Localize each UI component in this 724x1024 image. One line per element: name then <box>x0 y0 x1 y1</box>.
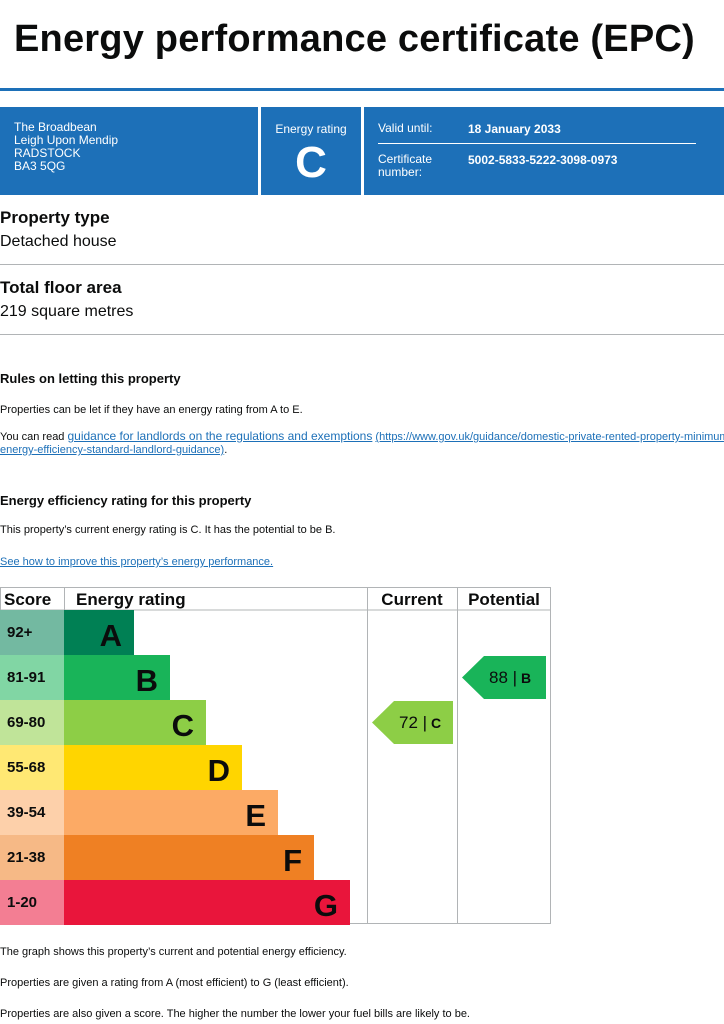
letting-rules-text: Properties can be let if they have an en… <box>0 404 303 416</box>
letting-rules-heading: Rules on letting this property <box>0 371 181 386</box>
efficiency-rating-heading: Energy efficiency rating for this proper… <box>0 493 252 508</box>
efficiency-rating-text: This property’s current energy rating is… <box>0 524 336 536</box>
property-address: The Broadbean Leigh Upon Mendip RADSTOCK… <box>14 121 254 173</box>
rating-band-d <box>64 745 242 790</box>
valid-until-label: Valid until: <box>378 121 433 135</box>
chart-note: Properties are also given a score. The h… <box>0 1008 470 1020</box>
chart-column-header: Energy rating <box>76 590 186 609</box>
improve-link-paragraph: See how to improve this property’s energ… <box>0 556 273 569</box>
certificate-number-value: 5002-5833-5222-3098-0973 <box>468 153 618 167</box>
rating-band-letter: D <box>208 753 230 788</box>
rating-band-letter: F <box>283 843 302 878</box>
rating-band-g <box>64 880 350 925</box>
improve-performance-link[interactable]: See how to improve this property’s energ… <box>0 556 274 568</box>
rating-band-b <box>64 655 170 700</box>
section-divider <box>0 264 724 265</box>
rating-band-letter: C <box>172 708 194 743</box>
banner-divider <box>361 107 364 195</box>
chart-column-header: Score <box>4 590 51 609</box>
score-cell <box>0 880 64 925</box>
chart-note: Properties are given a rating from A (mo… <box>0 977 349 989</box>
landlord-guidance-paragraph: You can read guidance for landlords on t… <box>0 430 724 457</box>
valid-until-value: 18 January 2033 <box>468 122 561 136</box>
score-label: 55-68 <box>7 759 45 776</box>
address-line: Leigh Upon Mendip <box>14 133 119 147</box>
property-type-value: Detached house <box>0 233 117 250</box>
score-label: 21-38 <box>7 849 45 866</box>
landlord-guidance-url-cont[interactable]: energy-efficiency-standard-landlord-guid… <box>0 444 225 456</box>
rating-band-letter: A <box>100 618 122 653</box>
energy-rating-letter: C <box>295 138 327 187</box>
rating-band-c <box>64 700 206 745</box>
address-line: The Broadbean <box>14 120 97 134</box>
potential-rating-arrow <box>462 656 546 699</box>
score-label: 69-80 <box>7 714 45 731</box>
score-label: 39-54 <box>7 804 46 821</box>
banner-row-divider <box>378 143 696 144</box>
potential-rating-label: 88 | B <box>489 668 531 687</box>
rating-band-letter: G <box>314 888 338 923</box>
landlord-guidance-link[interactable]: guidance for landlords on the regulation… <box>67 429 373 443</box>
score-cell <box>0 835 64 880</box>
score-cell <box>0 790 64 835</box>
rating-band-f <box>64 835 314 880</box>
chart-column-header: Potential <box>468 590 540 609</box>
rating-band-letter: E <box>245 798 266 833</box>
title-underline <box>0 88 724 91</box>
floor-area-heading: Total floor area <box>0 278 122 297</box>
score-cell <box>0 655 64 700</box>
score-label: 1-20 <box>7 894 37 911</box>
energy-rating-chart: 92+ A81-91 B69-80 C55-68 D39-54 E21-38 F1-20 G … <box>0 587 551 925</box>
score-cell <box>0 610 64 655</box>
address-line: BA3 5QG <box>14 159 66 173</box>
certificate-number-label: Certificate number: <box>378 152 433 179</box>
page-title: Energy performance certificate (EPC) <box>14 18 695 60</box>
chart-note: The graph shows this property’s current … <box>0 946 347 958</box>
property-type-heading: Property type <box>0 208 110 227</box>
floor-area-value: 219 square metres <box>0 303 134 320</box>
current-rating-arrow <box>372 701 453 744</box>
landlord-guidance-url[interactable]: (https://www.gov.uk/guidance/domestic-pr… <box>375 431 724 443</box>
banner-divider <box>258 107 261 195</box>
address-line: RADSTOCK <box>14 146 81 160</box>
score-cell <box>0 700 64 745</box>
score-label: 92+ <box>7 624 33 641</box>
chart-column-header: Current <box>381 590 443 609</box>
current-rating-label: 72 | C <box>399 713 441 732</box>
rating-band-e <box>64 790 278 835</box>
section-divider <box>0 334 724 335</box>
summary-banner: The Broadbean Leigh Upon Mendip RADSTOCK… <box>0 107 724 195</box>
energy-rating-label: Energy rating <box>275 122 347 136</box>
rating-band-a <box>64 610 134 655</box>
score-label: 81-91 <box>7 669 45 686</box>
rating-band-letter: B <box>136 663 158 698</box>
score-cell <box>0 745 64 790</box>
